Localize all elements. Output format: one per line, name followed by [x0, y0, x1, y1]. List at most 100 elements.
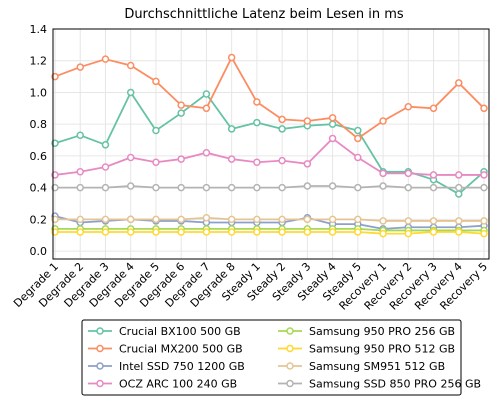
- data-point: [126, 153, 135, 162]
- legend-label: Samsung 950 PRO 256 GB: [309, 325, 455, 338]
- data-point: [404, 217, 413, 225]
- data-point: [126, 215, 135, 224]
- series: [51, 228, 488, 238]
- y-tick-label: 0.8: [30, 118, 48, 131]
- legend-marker: [286, 344, 294, 353]
- legend-marker: [96, 379, 104, 388]
- plot-frame: [52, 28, 490, 260]
- legend-marker: [96, 327, 104, 335]
- y-tick-label: 0.6: [30, 150, 48, 163]
- y-tick-label: 1.4: [30, 23, 48, 36]
- data-point: [101, 228, 110, 236]
- legend-label: Crucial BX100 500 GB: [119, 325, 241, 338]
- series-line: [54, 55, 485, 140]
- data-point: [278, 115, 286, 124]
- data-point: [152, 215, 160, 224]
- data-point: [404, 169, 413, 178]
- data-point: [354, 215, 362, 224]
- data-point: [101, 183, 110, 192]
- data-point: [76, 131, 84, 140]
- data-point: [253, 183, 261, 192]
- data-point: [152, 77, 160, 86]
- data-point: [101, 163, 110, 171]
- data-point: [177, 228, 185, 236]
- data-point: [455, 183, 463, 192]
- legend-marker: [286, 379, 294, 388]
- data-point: [227, 155, 236, 163]
- data-point: [202, 183, 211, 192]
- data-point: [227, 215, 236, 224]
- legend-item: Samsung 950 PRO 512 GB: [278, 343, 455, 356]
- series: [51, 214, 488, 225]
- chart-title: Durchschnittliche Latenz beim Lesen in m…: [124, 7, 404, 22]
- y-tick-label: 0.4: [30, 182, 48, 195]
- data-point: [328, 228, 337, 236]
- series: [51, 53, 488, 143]
- y-tick-label: 1.0: [30, 86, 48, 99]
- data-point: [354, 134, 362, 143]
- data-point: [126, 228, 135, 236]
- data-point: [177, 109, 185, 117]
- series-lines: [51, 53, 488, 238]
- legend-marker: [286, 327, 294, 335]
- legend-marker: [96, 344, 104, 353]
- data-point: [152, 228, 160, 236]
- data-point: [404, 102, 413, 111]
- data-point: [429, 217, 438, 225]
- legend-label: Samsung 950 PRO 512 GB: [309, 343, 455, 356]
- legend: Crucial BX100 500 GB Crucial MX200 500 GB…: [81, 319, 481, 396]
- series: [51, 182, 488, 192]
- data-point: [152, 158, 160, 166]
- data-point: [126, 61, 135, 70]
- legend-marker: [96, 362, 104, 370]
- data-point: [202, 90, 211, 98]
- data-point: [253, 215, 261, 224]
- grid: [53, 28, 489, 259]
- data-point: [303, 182, 312, 190]
- data-point: [328, 182, 337, 190]
- data-point: [126, 182, 135, 190]
- data-point: [354, 153, 362, 162]
- series-line: [54, 215, 485, 230]
- series-line: [55, 231, 485, 235]
- data-point: [455, 190, 463, 198]
- data-point: [278, 183, 286, 192]
- data-point: [177, 215, 185, 224]
- data-point: [354, 126, 362, 135]
- data-point: [328, 215, 337, 224]
- data-point: [76, 215, 84, 224]
- data-point: [76, 183, 84, 192]
- data-point: [303, 228, 312, 236]
- data-point: [328, 134, 337, 143]
- data-point: [455, 171, 463, 179]
- data-point: [253, 158, 261, 166]
- data-point: [379, 217, 387, 225]
- data-point: [379, 169, 387, 178]
- legend-item: Intel SSD 750 1200 GB: [88, 360, 245, 373]
- y-tick-label: 1.2: [30, 55, 48, 68]
- data-point: [455, 217, 463, 225]
- data-point: [253, 228, 261, 236]
- data-point: [227, 125, 236, 133]
- data-point: [227, 53, 236, 62]
- data-point: [303, 160, 312, 168]
- data-point: [429, 228, 438, 236]
- data-point: [177, 155, 185, 163]
- data-point: [202, 148, 211, 157]
- data-point: [328, 114, 337, 122]
- y-tick-label: 0.2: [30, 213, 48, 226]
- data-point: [303, 215, 312, 224]
- series-line: [55, 227, 484, 232]
- data-point: [303, 117, 312, 125]
- data-point: [76, 168, 84, 176]
- data-point: [379, 117, 387, 125]
- data-point: [480, 104, 488, 113]
- data-point: [354, 183, 362, 192]
- data-point: [152, 126, 160, 135]
- data-point: [404, 229, 413, 238]
- series: [51, 134, 488, 179]
- data-point: [480, 171, 488, 179]
- data-point: [429, 183, 438, 192]
- data-point: [227, 228, 236, 236]
